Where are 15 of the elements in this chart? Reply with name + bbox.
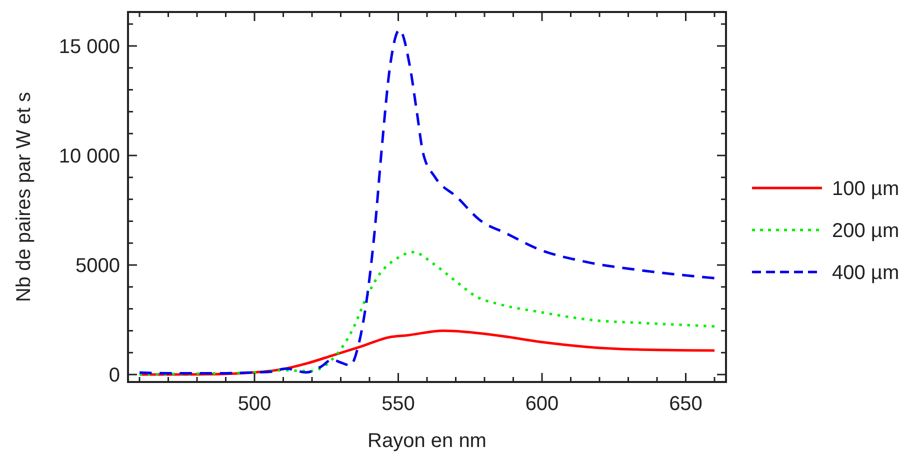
legend-label: 200 µm [832,220,900,242]
x-tick-label: 550 [382,393,415,415]
x-axis-title: Rayon en nm [368,430,486,452]
line-series [138,250,716,376]
y-tick-label: 10 000 [58,145,120,168]
x-tick-label: 500 [238,393,272,415]
legend-label: 100 µm [832,178,900,200]
x-tick-label: 650 [669,393,702,415]
legend-label: 400 µm [832,262,900,284]
y-tick-label: 15 000 [58,36,120,58]
y-tick-label: 0 [108,364,120,387]
y-tick-label: 5000 [76,255,120,278]
y-axis-title: Nb de paires par W et s [13,92,35,302]
x-tick-label: 600 [525,393,559,415]
line-series [138,28,716,374]
